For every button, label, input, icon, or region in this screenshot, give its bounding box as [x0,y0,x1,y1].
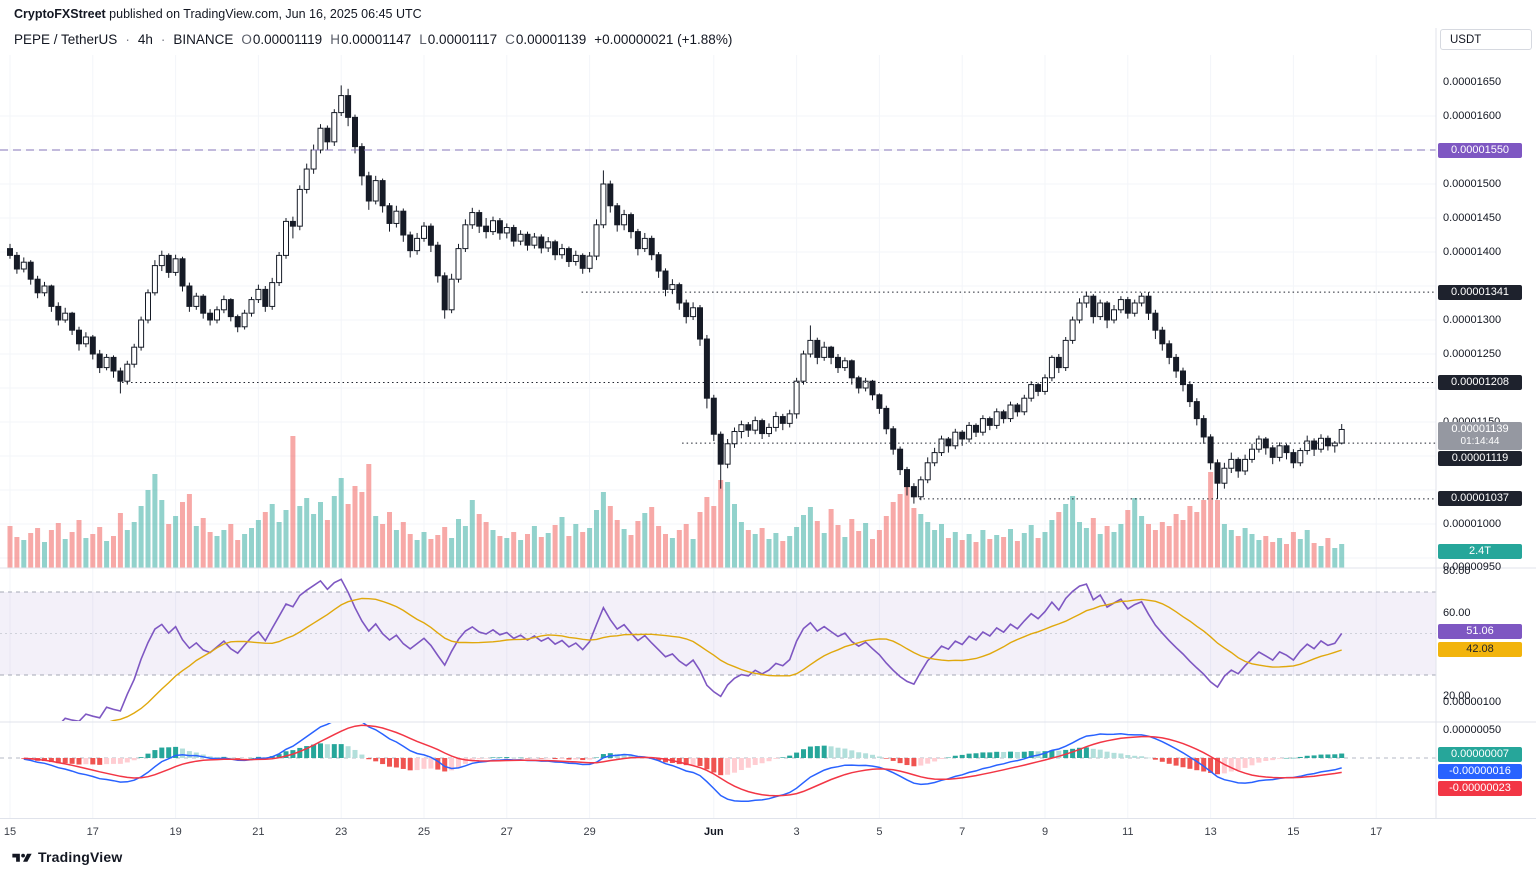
time-axis-label: 3 [793,826,800,838]
ohlc-close-value: 0.00001139 [515,32,587,47]
separator-dot: · [125,32,130,47]
macd-histogram [21,743,1345,776]
author-name: CryptoFXStreet [14,7,106,21]
price-level-badge: 0.00001119 [1438,451,1522,467]
ohlc-open: O0.00001119 [241,32,322,47]
tradingview-logo-text: TradingView [38,849,123,865]
ohlc-open-letter: O [241,32,252,47]
price-axis-label: 0.00001450 [1443,212,1502,224]
volume-badge: 2.4T [1438,544,1522,559]
price-level-badge: 0.00001341 [1438,284,1522,300]
rsi-ma-badge: 42.08 [1438,642,1522,658]
rsi-axis-label: 80.00 [1443,565,1471,578]
time-axis-label: 15 [1287,826,1300,838]
ohlc-close: C0.00001139 [505,32,586,47]
time-axis-label: 11 [1122,826,1134,838]
price-axis-label: 0.00001000 [1443,518,1502,530]
rsi-pane [61,578,1343,721]
time-axis-label: 27 [500,826,513,838]
time-axis-label: 7 [959,826,966,838]
price-axis-label: 0.00001250 [1443,348,1502,360]
macd-signal-badge: -0.00000023 [1438,780,1522,796]
price-level-badge: 0.00001208 [1438,375,1522,391]
price-axis[interactable]: 0.00001650 0.00001600 0.00001500 0.00001450… [1436,0,1536,818]
grid [0,55,1436,818]
price-level-badge: 0.00001037 [1438,491,1522,507]
time-axis-label: 23 [335,826,348,838]
macd-hist-badge: 0.00000007 [1438,746,1522,762]
price-level-badge: 0.00001550 [1438,142,1522,158]
time-axis-label: Jun [704,826,724,838]
time-axis-label: 5 [876,826,883,838]
interval-label[interactable]: 4h [137,32,153,47]
price-axis-label: 0.00000950 [1443,561,1502,573]
ohlc-open-value: 0.00001119 [252,32,323,47]
tradingview-logo-icon [12,853,32,862]
time-axis-label: 15 [3,826,17,838]
time-axis[interactable]: 15 17 19 21 23 25 27 29 Jun 3 5 7 9 11 13 15 17 [0,818,1536,848]
ohlc-low-letter: L [419,32,427,47]
separator-dot: · [160,32,166,47]
rsi-value-badge: 51.06 [1438,623,1522,639]
time-axis-label: 25 [417,826,431,838]
ohlc-close-letter: C [505,32,515,47]
macd-signal-line [23,724,1342,797]
time-axis-label: 19 [169,826,182,838]
currency-toggle[interactable]: USDT [1440,29,1532,50]
time-axis-label: 17 [1370,826,1383,838]
macd-value-badge: -0.00000016 [1438,763,1522,779]
macd-pane [21,723,1345,803]
price-axis-label: 0.00001400 [1443,246,1502,258]
symbol-name[interactable]: PEPE / TetherUS [14,32,118,47]
rsi-ma-line [109,597,1342,721]
time-axis-label: 29 [583,826,596,838]
rsi-axis-label: 60.00 [1443,606,1471,619]
attribution-text: published on TradingView.com, Jun 16, 20… [105,7,422,21]
currency-label: USDT [1450,33,1482,46]
ohlc-low-value: 0.00001117 [427,32,498,47]
attribution: CryptoFXStreet published on TradingView.… [14,7,422,21]
time-axis-label: 21 [252,826,265,838]
ohlc-high-value: 0.00001147 [340,32,412,47]
volume-bars [7,436,1345,568]
exchange-name[interactable]: BINANCE [173,32,234,47]
macd-axis-label: 0.00000050 [1443,724,1502,736]
ohlc-low: L0.00001117 [419,32,497,47]
symbol-info-row: PEPE / TetherUS · 4h · BINANCE O0.000011… [14,32,732,47]
change-value: +0.00000021 (+1.88%) [594,32,733,47]
tradingview-logo[interactable]: TradingView [12,849,122,865]
candlestick-series [7,85,1345,504]
ohlc-high-letter: H [330,32,340,47]
ohlc-high: H0.00001147 [330,32,411,47]
time-axis-label: 17 [86,826,99,838]
time-axis-label: 13 [1204,826,1217,838]
price-axis-label: 0.00001300 [1443,314,1502,326]
bar-countdown: 01:14:44 [1460,436,1500,448]
time-axis-label: 9 [1041,826,1049,838]
last-price-badge: 0.00001139 01:14:44 [1438,422,1522,451]
rsi-axis-label: 20.00 [1443,689,1471,702]
price-axis-label: 0.00001600 [1443,110,1502,122]
macd-axis-label: 0.00000100 [1443,696,1502,708]
rsi-line [61,578,1343,721]
price-axis-label: 0.00001500 [1443,178,1502,190]
price-axis-label: 0.00001650 [1443,76,1502,88]
